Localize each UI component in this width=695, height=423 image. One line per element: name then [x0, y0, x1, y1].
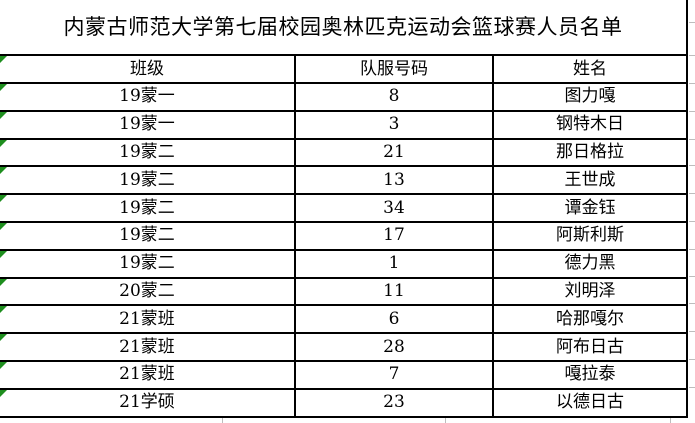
cell-class-value: 19蒙二 [119, 141, 175, 162]
cell-number-value: 8 [388, 86, 400, 107]
cell-class-value: 19蒙一 [119, 86, 175, 107]
cell-name-value: 阿斯利斯 [556, 225, 624, 246]
cell-number-value: 1 [388, 253, 400, 274]
cell-name-value: 王世成 [564, 169, 616, 190]
cell-number-value: 21 [383, 141, 405, 162]
cell-name[interactable]: 图力嘎 [494, 84, 688, 112]
error-indicator-icon [0, 84, 7, 91]
cell-number-value: 11 [383, 280, 405, 301]
header-label-class: 班级 [130, 58, 164, 79]
cell-name[interactable]: 以德日古 [494, 389, 688, 418]
cell-name-value: 刘明泽 [564, 280, 616, 301]
title-cell[interactable]: 内蒙古师范大学第七届校园奥林匹克运动会篮球赛人员名单 [0, 0, 688, 56]
cell-name[interactable]: 德力黑 [494, 250, 688, 279]
cell-class[interactable]: 21学硕 [0, 389, 296, 418]
cell-number-value: 13 [383, 169, 405, 190]
cell-class-value: 19蒙一 [119, 114, 175, 135]
cell-name[interactable]: 哈那嘎尔 [494, 306, 688, 335]
cell-name[interactable]: 钢特木日 [494, 111, 688, 140]
cell-number[interactable]: 23 [296, 389, 494, 418]
error-indicator-icon [0, 139, 7, 147]
cell-class[interactable]: 20蒙二 [0, 278, 296, 307]
cell-class[interactable]: 21蒙班 [0, 334, 296, 362]
cell-number[interactable]: 17 [296, 222, 494, 251]
cell-number[interactable]: 28 [296, 334, 494, 362]
cell-name-value: 钢特木日 [556, 114, 624, 135]
error-indicator-icon [0, 222, 7, 230]
cell-number[interactable]: 34 [296, 195, 494, 223]
cell-name[interactable]: 阿布日古 [494, 334, 688, 362]
error-indicator-icon [0, 167, 7, 175]
cell-class[interactable]: 19蒙二 [0, 222, 296, 251]
cell-name-value: 嘎拉泰 [564, 364, 616, 385]
cell-name-value: 谭金钰 [564, 197, 616, 218]
cell-class-value: 19蒙二 [119, 253, 175, 274]
cell-number[interactable]: 21 [296, 139, 494, 168]
error-indicator-icon [0, 250, 7, 258]
cell-class[interactable]: 19蒙二 [0, 167, 296, 196]
cell-class[interactable]: 19蒙一 [0, 84, 296, 112]
cell-name[interactable]: 那日格拉 [494, 139, 688, 168]
cell-name-value: 阿布日古 [556, 336, 624, 357]
error-indicator-icon [0, 278, 7, 286]
error-indicator-icon [0, 361, 7, 369]
cell-name[interactable]: 阿斯利斯 [494, 222, 688, 251]
cell-number[interactable]: 11 [296, 278, 494, 307]
error-indicator-icon [0, 389, 7, 397]
cell-number[interactable]: 8 [296, 84, 494, 112]
cell-class-value: 21蒙班 [119, 364, 175, 385]
cell-class-value: 21学硕 [119, 392, 175, 413]
cell-number-value: 17 [383, 225, 405, 246]
cell-class-value: 21蒙班 [119, 336, 175, 357]
cell-number-value: 6 [388, 308, 400, 329]
cell-number-value: 7 [388, 364, 400, 385]
header-cell-name[interactable]: 姓名 [494, 56, 688, 84]
cell-number[interactable]: 3 [296, 111, 494, 140]
cell-number[interactable]: 6 [296, 306, 494, 335]
cell-number-value: 28 [383, 336, 405, 357]
cell-name[interactable]: 谭金钰 [494, 195, 688, 223]
cell-number-value: 34 [383, 197, 405, 218]
cell-class-value: 20蒙二 [119, 280, 175, 301]
cell-number[interactable]: 13 [296, 167, 494, 196]
header-label-number: 队服号码 [360, 58, 428, 79]
cell-class-value: 19蒙二 [119, 197, 175, 218]
cell-class[interactable]: 19蒙一 [0, 111, 296, 140]
cell-name[interactable]: 嘎拉泰 [494, 361, 688, 390]
cell-number-value: 23 [383, 392, 405, 413]
header-cell-class[interactable]: 班级 [0, 56, 296, 84]
cell-class[interactable]: 19蒙二 [0, 195, 296, 223]
spreadsheet-table: 内蒙古师范大学第七届校园奥林匹克运动会篮球赛人员名单 班级 队服号码 姓名 19… [0, 0, 688, 418]
cell-name-value: 那日格拉 [556, 141, 624, 162]
cell-class[interactable]: 21蒙班 [0, 306, 296, 335]
cell-number[interactable]: 1 [296, 250, 494, 279]
cell-class-value: 21蒙班 [119, 308, 175, 329]
error-indicator-icon [0, 56, 7, 63]
error-indicator-icon [0, 306, 7, 314]
error-indicator-icon [0, 111, 7, 119]
cell-number[interactable]: 7 [296, 361, 494, 390]
cell-name[interactable]: 王世成 [494, 167, 688, 196]
cell-class[interactable]: 19蒙二 [0, 139, 296, 168]
header-cell-number[interactable]: 队服号码 [296, 56, 494, 84]
cell-class-value: 19蒙二 [119, 169, 175, 190]
error-indicator-icon [0, 334, 7, 342]
cell-name-value: 以德日古 [556, 392, 624, 413]
cell-number-value: 3 [388, 114, 400, 135]
cell-class[interactable]: 19蒙二 [0, 250, 296, 279]
cell-class-value: 19蒙二 [119, 225, 175, 246]
header-label-name: 姓名 [573, 58, 607, 79]
error-indicator-icon [0, 195, 7, 203]
cell-name-value: 图力嘎 [564, 86, 616, 107]
cell-class[interactable]: 21蒙班 [0, 361, 296, 390]
cell-name-value: 哈那嘎尔 [556, 308, 624, 329]
cell-name[interactable]: 刘明泽 [494, 278, 688, 307]
cell-name-value: 德力黑 [564, 253, 616, 274]
